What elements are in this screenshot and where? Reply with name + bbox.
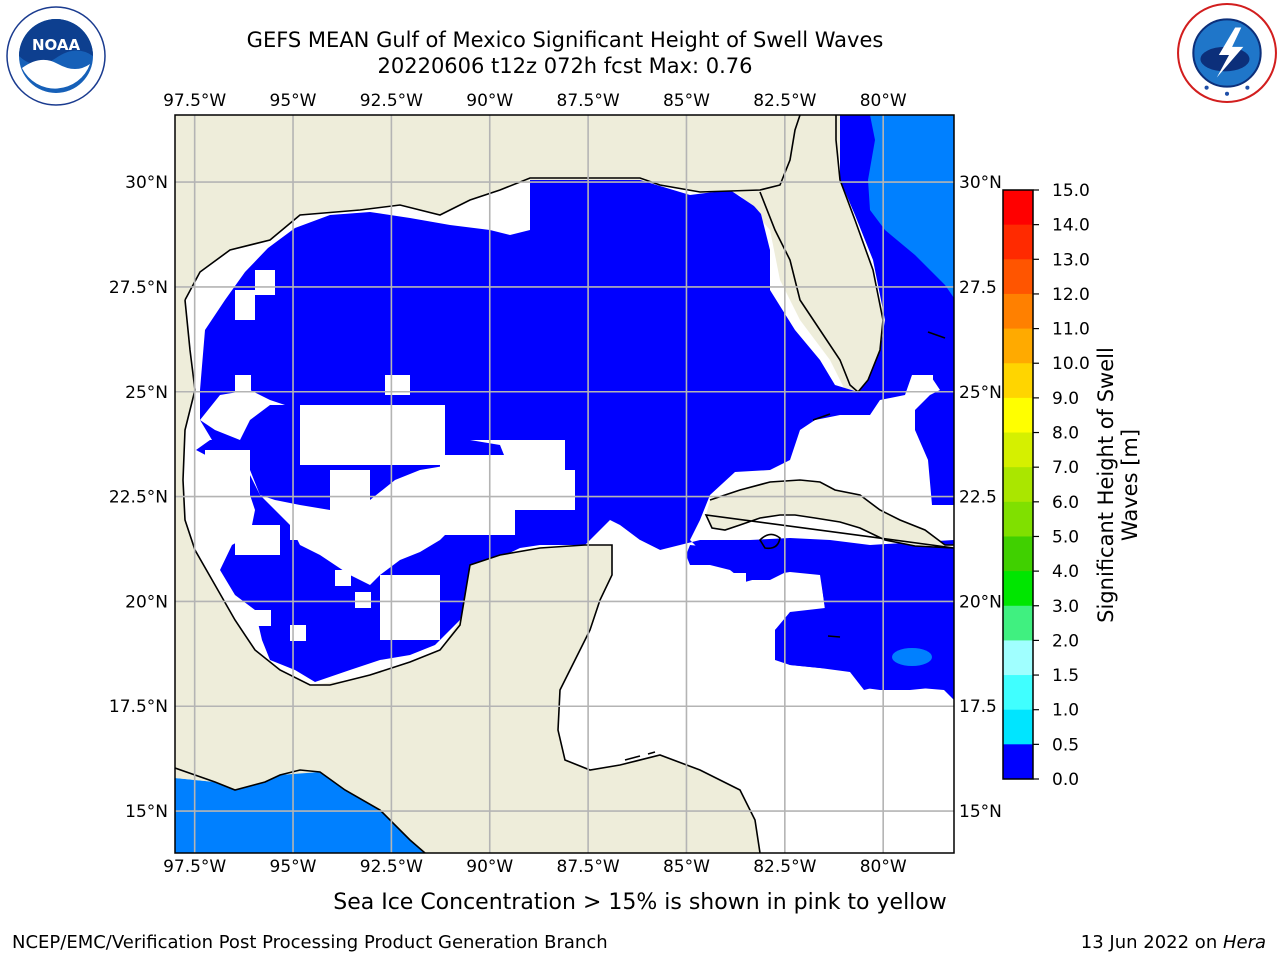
nws-logo bbox=[1177, 3, 1277, 103]
colorbar-tick-label: 3.0 bbox=[1052, 597, 1079, 617]
colorbar-tick-label: 10.0 bbox=[1052, 354, 1090, 374]
lat-tick-label-left: 22.5°N bbox=[109, 488, 168, 508]
colorbar-swatch bbox=[1003, 709, 1033, 745]
swell-field-mid-pacific bbox=[175, 772, 425, 853]
land-northern-coast bbox=[175, 115, 840, 330]
lat-tick-label-left: 25°N bbox=[125, 383, 168, 403]
lon-ticks: 97.5°W 97.5°W 95°W 95°W 92.5°W 92.5°W 90°W 90°W… bbox=[163, 91, 907, 877]
lon-tick-label-top: 80°W bbox=[860, 91, 907, 111]
lat-tick-label-left: 30°N bbox=[125, 173, 168, 193]
lon-tick-label-top: 90°W bbox=[466, 91, 513, 111]
footer-machine: Hera bbox=[1222, 932, 1266, 953]
colorbar-swatch bbox=[1003, 397, 1033, 434]
swell-field-mid-atlantic bbox=[868, 115, 954, 298]
colorbar-tick-label: 0.5 bbox=[1052, 735, 1079, 755]
colorbar-tick-label: 14.0 bbox=[1052, 216, 1090, 236]
colorbar-swatch bbox=[1003, 675, 1033, 711]
noaa-logo: NOAA bbox=[6, 6, 106, 106]
colorbar-swatch bbox=[1003, 363, 1033, 399]
land-yucatan bbox=[300, 545, 760, 853]
colorbar-swatch bbox=[1003, 224, 1033, 260]
colorbar-title: Significant Height of Swell Waves [m] bbox=[1094, 347, 1142, 623]
swell-field-low-caribbean bbox=[686, 540, 954, 690]
colorbar-tick-label: 6.0 bbox=[1052, 493, 1079, 513]
colorbar-tick-label: 5.0 bbox=[1052, 527, 1079, 547]
lon-tick-label-top: 82.5°W bbox=[753, 91, 816, 111]
lat-tick-label-left: 17.5°N bbox=[109, 697, 168, 717]
gridlines bbox=[175, 115, 954, 853]
footer-credit: NCEP/EMC/Verification Post Processing Pr… bbox=[12, 932, 608, 953]
lon-tick-label-bottom: 87.5°W bbox=[557, 857, 620, 877]
noaa-logo-text: NOAA bbox=[32, 36, 81, 54]
map-panel bbox=[175, 115, 954, 853]
colorbar-tick-label: 12.0 bbox=[1052, 285, 1090, 305]
land-florida bbox=[740, 115, 883, 392]
lat-tick-label-left: 20°N bbox=[125, 592, 168, 612]
no-data-holes bbox=[205, 270, 933, 641]
colorbar-tick-label: 2.0 bbox=[1052, 631, 1079, 651]
lon-tick-label-top: 95°W bbox=[270, 91, 317, 111]
colorbar-tick-label: 0.0 bbox=[1052, 770, 1079, 790]
lat-tick-label-right: 27.5 bbox=[959, 278, 997, 298]
colorbar-swatch bbox=[1003, 640, 1033, 676]
colorbar-tick-label: 15.0 bbox=[1052, 181, 1090, 201]
lon-tick-label-top: 92.5°W bbox=[360, 91, 423, 111]
colorbar-frame bbox=[1002, 189, 1034, 780]
lat-tick-label-right: 20°N bbox=[959, 592, 1002, 612]
colorbar-swatch bbox=[1003, 744, 1033, 779]
chart-subtitle: 20220606 t12z 072h fcst Max: 0.76 bbox=[377, 54, 753, 78]
colorbar-swatch bbox=[1003, 605, 1033, 641]
lon-tick-label-bottom: 90°W bbox=[466, 857, 513, 877]
colorbar-tick-label: 1.0 bbox=[1052, 701, 1079, 721]
colorbar-swatch bbox=[1003, 571, 1033, 607]
lat-tick-label-right: 22.5 bbox=[959, 488, 997, 508]
map-frame bbox=[174, 114, 955, 854]
lat-tick-label-right: 17.5 bbox=[959, 697, 997, 717]
lon-tick-label-bottom: 92.5°W bbox=[360, 857, 423, 877]
lat-tick-label-left: 27.5°N bbox=[109, 278, 168, 298]
colorbar-swatch bbox=[1003, 293, 1033, 330]
footer-date-text: 13 Jun 2022 on bbox=[1080, 932, 1223, 953]
lat-tick-label-right: 25°N bbox=[959, 383, 1002, 403]
lon-tick-label-bottom: 82.5°W bbox=[753, 857, 816, 877]
colorbar-tick-label: 7.0 bbox=[1052, 458, 1079, 478]
lon-tick-label-top: 85°W bbox=[663, 91, 710, 111]
lon-tick-label-top: 97.5°W bbox=[163, 91, 226, 111]
coastlines bbox=[175, 115, 954, 853]
lon-tick-label-bottom: 85°W bbox=[663, 857, 710, 877]
land-yucatan-east bbox=[558, 540, 954, 853]
colorbar-tick-label: 11.0 bbox=[1052, 320, 1090, 340]
colorbar: 15.0 14.0 13.0 12.0 11.0 10.0 9.0 8.0 7.0 6.0 5.0 4… bbox=[1002, 181, 1090, 790]
lat-ticks: 30°N 30°N 27.5°N 27.5 25°N 25°N 22.5°N 22.5 20°N… bbox=[109, 173, 1002, 822]
swell-field-mid-spot bbox=[892, 648, 932, 666]
footer-date: 13 Jun 2022 on Hera bbox=[1081, 932, 1266, 953]
lat-tick-label-right: 15°N bbox=[959, 802, 1002, 822]
colorbar-swatch bbox=[1003, 259, 1033, 295]
colorbar-tick-label: 1.5 bbox=[1052, 666, 1079, 686]
sea-ice-note: Sea Ice Concentration > 15% is shown in … bbox=[333, 890, 947, 915]
colorbar-swatch bbox=[1003, 190, 1033, 226]
colorbar-tick-label: 9.0 bbox=[1052, 389, 1079, 409]
lon-tick-label-bottom: 95°W bbox=[270, 857, 317, 877]
colorbar-swatch bbox=[1003, 432, 1033, 468]
lat-tick-label-right: 30°N bbox=[959, 173, 1002, 193]
lon-tick-label-bottom: 97.5°W bbox=[163, 857, 226, 877]
colorbar-swatch bbox=[1003, 501, 1033, 537]
lon-tick-label-top: 87.5°W bbox=[557, 91, 620, 111]
colorbar-tick-label: 13.0 bbox=[1052, 250, 1090, 270]
lat-tick-label-left: 15°N bbox=[125, 802, 168, 822]
colorbar-tick-label: 8.0 bbox=[1052, 424, 1079, 444]
colorbar-swatch bbox=[1003, 467, 1033, 503]
colorbar-swatch bbox=[1003, 536, 1033, 572]
colorbar-swatch bbox=[1003, 328, 1033, 364]
chart-title: GEFS MEAN Gulf of Mexico Significant Hei… bbox=[246, 28, 884, 52]
colorbar-tick-label: 4.0 bbox=[1052, 562, 1079, 582]
lon-tick-label-bottom: 80°W bbox=[860, 857, 907, 877]
